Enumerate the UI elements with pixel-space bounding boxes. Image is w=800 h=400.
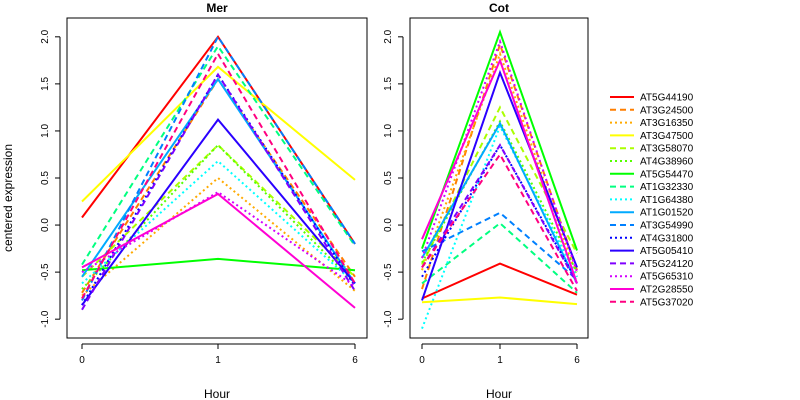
- x-axis-title: Hour: [486, 387, 512, 400]
- legend-label: AT4G31800: [640, 233, 694, 244]
- series-line-at1g32330: [81, 44, 356, 266]
- legend-item-at5g54470: AT5G54470: [610, 169, 694, 180]
- y-tick-label: 1.5: [383, 76, 394, 90]
- series-line-at5g24120: [421, 143, 578, 284]
- x-axis: 0 1 6: [419, 343, 580, 366]
- legend-item-at4g31800: AT4G31800: [610, 233, 694, 244]
- series-line-at3g58070: [81, 143, 356, 278]
- x-tick-label: 1: [215, 355, 221, 366]
- y-tick-label: 1.0: [40, 124, 51, 138]
- legend-label: AT1G01520: [640, 208, 694, 219]
- legend-label: AT4G38960: [640, 157, 694, 168]
- series-line-at4g31800: [421, 143, 578, 282]
- legend-item-at5g37020: AT5G37020: [610, 297, 694, 308]
- panel-title: Mer: [206, 1, 228, 15]
- panel-title: Cot: [489, 1, 509, 15]
- series-line-at3g54990: [81, 34, 356, 301]
- series-line-at5g44190: [421, 262, 578, 300]
- series-line-at1g01520: [421, 121, 578, 284]
- x-tick-label: 6: [574, 355, 580, 366]
- series-line-at4g38960: [81, 143, 356, 290]
- series-line-at1g64380: [421, 123, 578, 329]
- legend-item-at5g24120: AT5G24120: [610, 259, 694, 270]
- legend-label: AT3G58070: [640, 144, 694, 155]
- series-line-at5g24120: [81, 72, 356, 311]
- y-tick-label: -0.5: [383, 263, 394, 281]
- series-line-at5g54470: [421, 29, 578, 251]
- y-axis: -1.0 -0.5 0.0 0.5 1.0 1.5 2.0: [40, 29, 61, 328]
- y-tick-label: 2.0: [383, 29, 394, 43]
- legend-item-at5g44190: AT5G44190: [610, 93, 694, 104]
- y-axis: -1.0 -0.5 0.0 0.5 1.0 1.5 2.0: [383, 29, 404, 328]
- x-axis: 0 1 6: [79, 343, 358, 366]
- legend-item-at3g24500: AT3G24500: [610, 105, 694, 116]
- y-tick-label: 2.0: [40, 29, 51, 43]
- y-tick-label: 0.5: [383, 171, 394, 185]
- y-tick-label: 0.5: [40, 171, 51, 185]
- legend-label: AT5G65310: [640, 272, 694, 283]
- y-tick-label: -0.5: [40, 263, 51, 281]
- series-line-at5g65310: [421, 38, 578, 273]
- legend-label: AT3G16350: [640, 118, 694, 129]
- panel-mer: Mer -1.0 -0.5 0.0 0.5 1.0 1.5 2.0 0 1 6 Hour: [40, 1, 368, 400]
- legend-label: AT5G44190: [640, 93, 694, 104]
- series-lines: [421, 29, 578, 329]
- legend-label: AT1G64380: [640, 195, 694, 206]
- series-line-at3g47500: [81, 65, 356, 203]
- series-line-at5g05410: [81, 117, 356, 306]
- plot-frame: [409, 17, 589, 339]
- y-axis-title: centered expression: [1, 144, 15, 252]
- series-line-at5g37020: [421, 152, 578, 292]
- series-line-at3g24500: [81, 77, 356, 294]
- legend-label: AT3G54990: [640, 221, 694, 232]
- legend-label: AT5G24120: [640, 259, 694, 270]
- legend-item-at5g65310: AT5G65310: [610, 272, 694, 283]
- x-tick-label: 0: [79, 355, 85, 366]
- legend-label: AT1G32330: [640, 182, 694, 193]
- y-tick-label: -1.0: [383, 310, 394, 328]
- legend-item-at5g05410: AT5G05410: [610, 246, 694, 257]
- legend-label: AT5G37020: [640, 297, 694, 308]
- y-tick-label: 1.5: [40, 76, 51, 90]
- series-line-at2g28550: [81, 192, 356, 309]
- legend-item-at3g16350: AT3G16350: [610, 118, 694, 129]
- series-line-at3g24500: [421, 41, 578, 290]
- series-lines: [81, 34, 356, 311]
- legend-label: AT5G05410: [640, 246, 694, 257]
- legend-item-at1g32330: AT1G32330: [610, 182, 694, 193]
- legend-item-at3g47500: AT3G47500: [610, 131, 694, 142]
- x-tick-label: 0: [419, 355, 425, 366]
- series-line-at3g16350: [421, 50, 578, 278]
- legend-item-at1g01520: AT1G01520: [610, 208, 694, 219]
- y-tick-label: 0.0: [383, 218, 394, 232]
- series-line-at2g28550: [421, 57, 578, 284]
- series-line-at4g31800: [81, 72, 356, 306]
- legend-label: AT2G28550: [640, 285, 694, 296]
- legend-item-at2g28550: AT2G28550: [610, 285, 694, 296]
- legend-item-at4g38960: AT4G38960: [610, 157, 694, 168]
- y-tick-label: 0.0: [40, 218, 51, 232]
- x-tick-label: 6: [352, 355, 358, 366]
- series-line-at3g54990: [421, 211, 578, 281]
- panels-layer: Mer -1.0 -0.5 0.0 0.5 1.0 1.5 2.0 0 1 6 Hour Cot -1.0…: [40, 1, 589, 400]
- series-line-at3g47500: [421, 296, 578, 306]
- series-line-at5g37020: [81, 51, 356, 299]
- y-tick-label: 1.0: [383, 124, 394, 138]
- legend-label: AT3G47500: [640, 131, 694, 142]
- legend-label: AT5G54470: [640, 169, 694, 180]
- legend-label: AT3G24500: [640, 105, 694, 116]
- series-line-at5g05410: [421, 69, 578, 301]
- panel-cot: Cot -1.0 -0.5 0.0 0.5 1.0 1.5 2.0 0 1 6 Hour: [383, 1, 589, 400]
- plot-frame: [66, 17, 368, 339]
- legend-item-at3g58070: AT3G58070: [610, 144, 694, 155]
- legend-item-at1g64380: AT1G64380: [610, 195, 694, 206]
- series-line-at5g54470: [81, 257, 356, 272]
- legend-item-at3g54990: AT3G54990: [610, 221, 694, 232]
- x-axis-title: Hour: [204, 387, 230, 400]
- y-tick-label: -1.0: [40, 310, 51, 328]
- x-tick-label: 1: [497, 355, 503, 366]
